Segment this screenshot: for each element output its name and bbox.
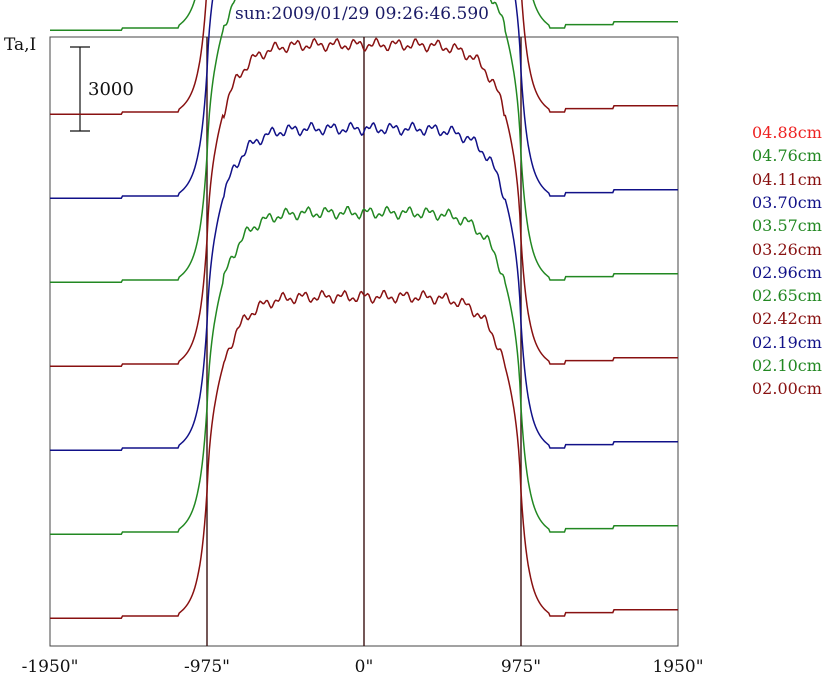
x-tick-label: 975"	[501, 657, 541, 677]
legend-item: 03.57cm	[752, 216, 822, 236]
legend-item: 02.96cm	[752, 262, 822, 282]
series-line-02.19cm	[50, 121, 678, 451]
y-axis-label: Ta,I	[4, 35, 36, 55]
x-tick-label: -975"	[184, 657, 230, 677]
series-line-02.96cm	[50, 0, 678, 199]
legend-item: 04.76cm	[752, 146, 822, 166]
x-axis-tick-labels: -1950" -975" 0" 975" 1950"	[22, 657, 704, 677]
legend-item: 03.70cm	[752, 192, 822, 212]
legend-item: 02.19cm	[752, 332, 822, 352]
series-line-02.00cm	[50, 289, 678, 619]
x-tick-label: -1950"	[22, 657, 79, 677]
series-line-02.42cm	[50, 37, 678, 367]
series-lines	[50, 0, 678, 619]
series-line-03.26cm	[50, 0, 678, 115]
series-line-02.10cm	[50, 205, 678, 535]
x-tick-label: 1950"	[652, 657, 703, 677]
scale-bar-label: 3000	[88, 79, 134, 100]
limb-reference-lines	[206, 37, 522, 646]
legend-item: 04.88cm	[752, 123, 822, 142]
legend-item: 02.00cm	[752, 379, 822, 399]
chart-title: sun:2009/01/29 09:26:46.590	[235, 4, 489, 24]
legend-item: 02.42cm	[752, 309, 822, 329]
scale-bar: 3000	[70, 46, 134, 132]
legend-item: 03.26cm	[752, 239, 822, 259]
legend-item: 02.10cm	[752, 356, 822, 375]
legend-item: 02.65cm	[752, 286, 822, 306]
series-line-02.65cm	[50, 0, 678, 283]
legend-item: 04.11cm	[752, 169, 822, 189]
series-line-03.57cm	[50, 0, 678, 31]
x-tick-label: 0"	[355, 657, 374, 677]
